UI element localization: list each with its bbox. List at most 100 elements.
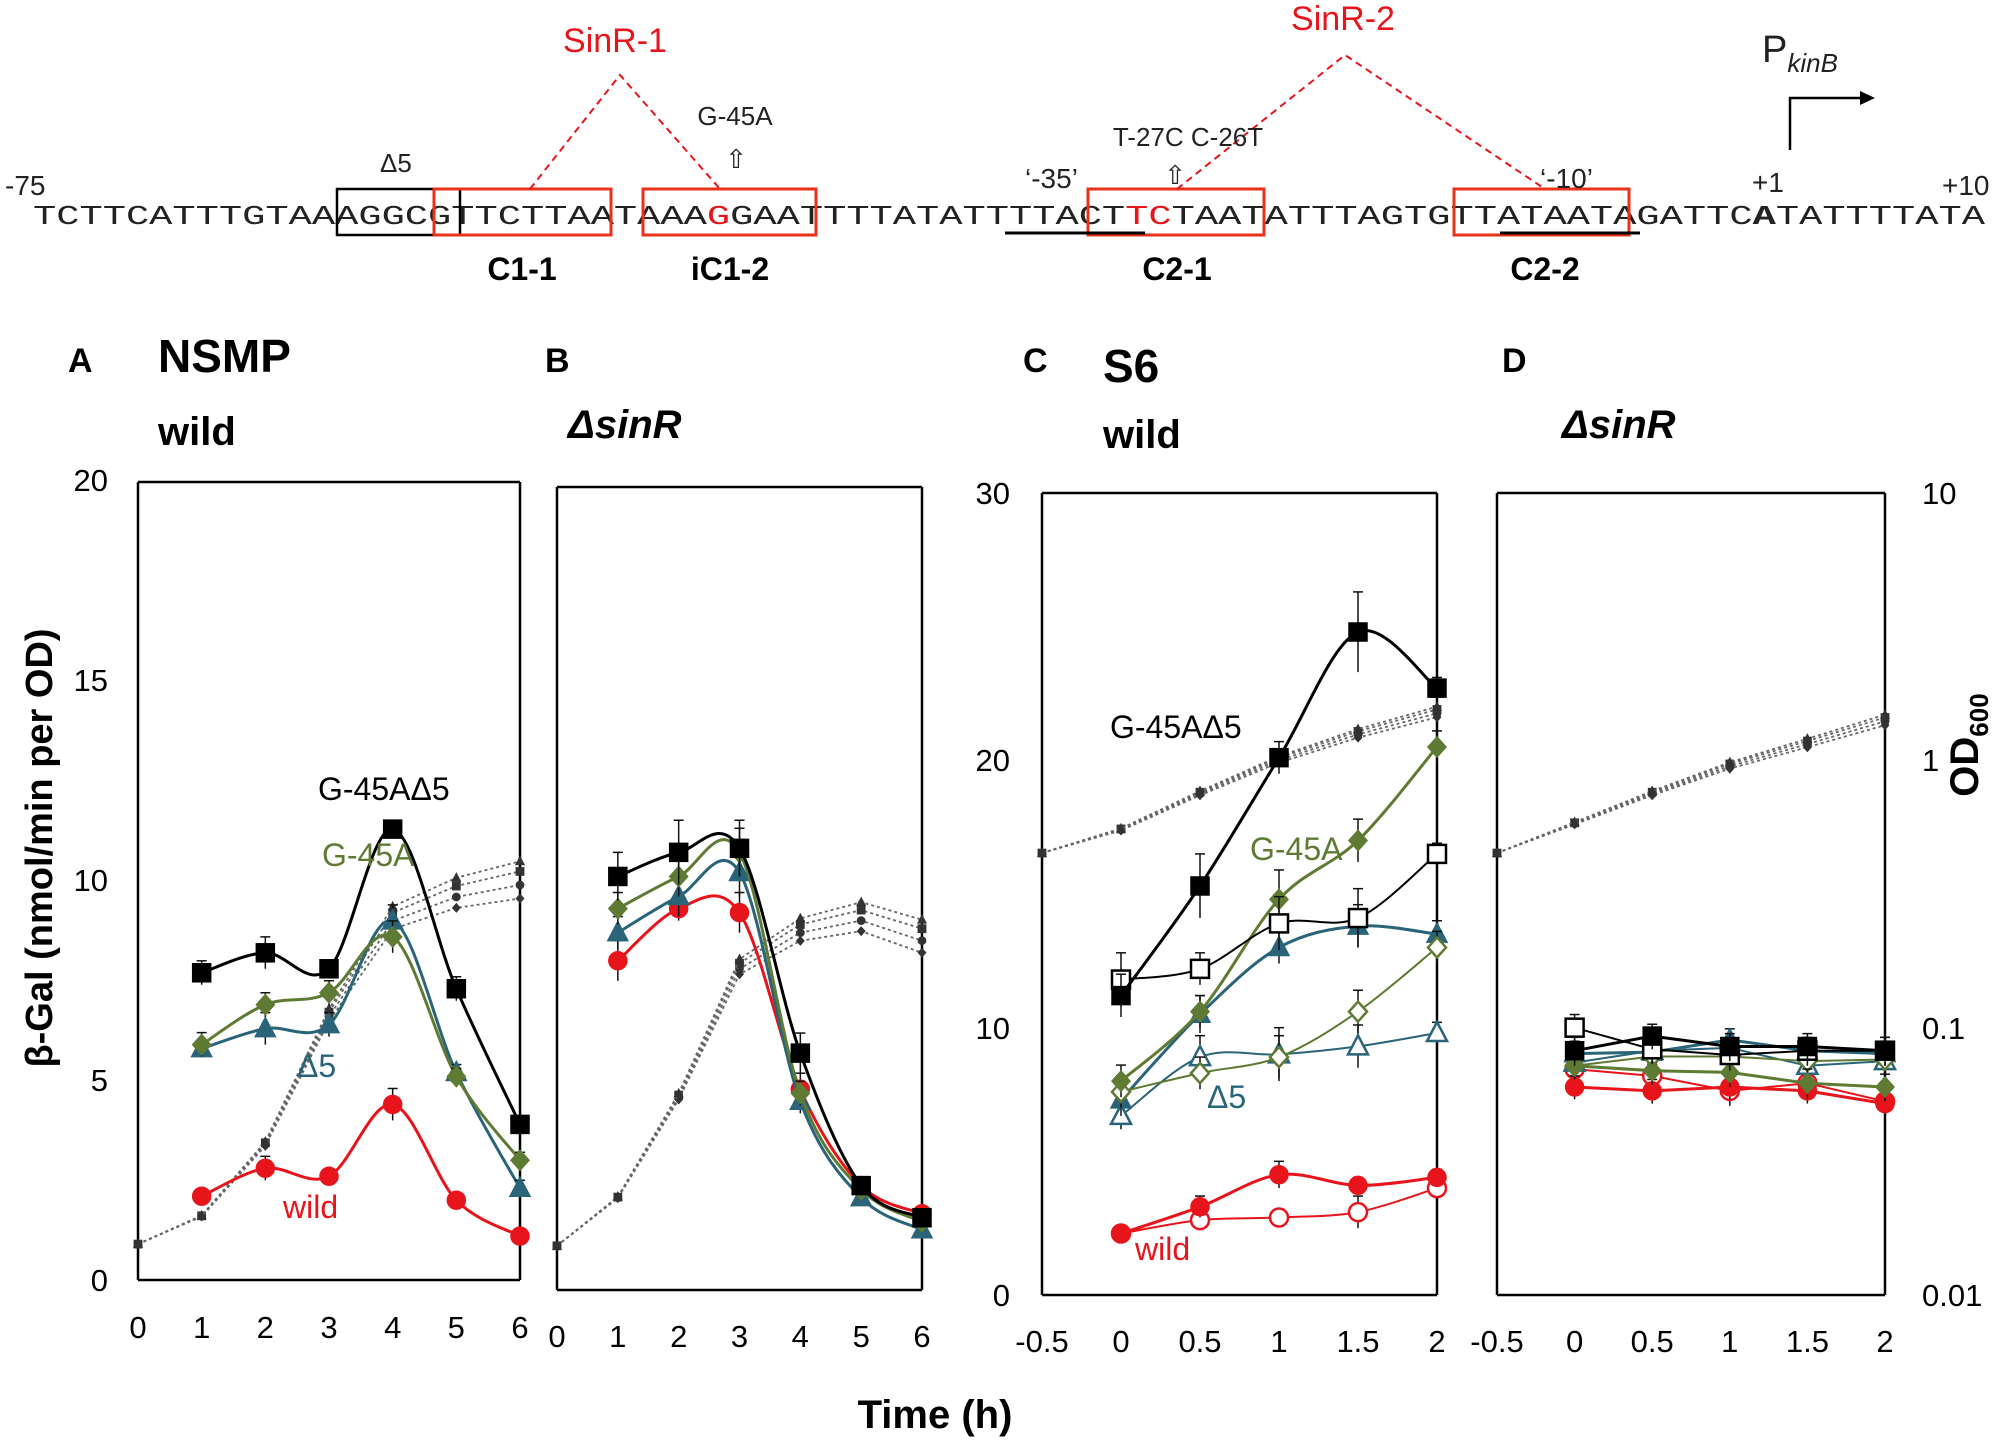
point-A-0-4 xyxy=(446,978,467,999)
xtick-D-4: 1.5 xyxy=(1786,1324,1829,1359)
promoter-arrow-icon xyxy=(1788,96,1862,150)
point-B-2-0 xyxy=(606,920,630,942)
sinr1-connector xyxy=(529,73,721,190)
annot-A-wild: wild xyxy=(282,1189,338,1225)
od-point-D-2-4 xyxy=(1802,742,1812,753)
od-point-A-3-1 xyxy=(196,1209,207,1220)
series-line-B-2 xyxy=(617,858,923,1232)
sinr2-connector xyxy=(1176,53,1546,190)
od-point-A-3-0 xyxy=(132,1238,144,1249)
od-curve-D-0 xyxy=(1496,720,1886,854)
point-A-3-0 xyxy=(191,1186,212,1206)
ytick-C-0: 0 xyxy=(993,1278,1010,1313)
annot-A-d5: Δ5 xyxy=(297,1048,336,1084)
series-line-A-2 xyxy=(201,919,522,1189)
point-A-3-3 xyxy=(382,1094,403,1115)
panel-C-letter: C xyxy=(1023,342,1048,380)
panel-B-title: ΔsinR xyxy=(566,403,682,447)
point-C-3-2 xyxy=(1268,1045,1290,1069)
panel-A-plot xyxy=(132,819,532,1250)
panel-A-frame xyxy=(136,480,522,1282)
box-10-label: ‘-10’ xyxy=(1540,163,1593,194)
sequence-diagram: -75 +10 +1 TCTTCATTTGTAA AGGC G TTCTTAA T AAA… xyxy=(5,0,1990,287)
od-point-A-0-6 xyxy=(515,880,525,890)
panel-B-letter: B xyxy=(545,342,570,380)
panel-B-frame xyxy=(555,485,924,1292)
mut-t27c-label: T-27C C-26T xyxy=(1113,122,1263,152)
mut-g45a-arrow-icon: ⇧ xyxy=(725,144,747,174)
od-point-D-3-0 xyxy=(1491,847,1503,857)
dna-sequence: TCTTCATTTGTAA AGGC G TTCTTAA T AAA G GAA TTTTATA… xyxy=(33,203,1986,233)
od-point-A-1-6 xyxy=(515,867,525,876)
series-line-A-3 xyxy=(201,1102,521,1238)
ytick-C-3: 30 xyxy=(976,476,1010,511)
od-point-B-1-6 xyxy=(917,924,927,934)
site-c2-1-label: C2-1 xyxy=(1142,251,1211,287)
od-point-B-2-3 xyxy=(734,969,745,980)
ytick-D-1: 0.1 xyxy=(1922,1011,1965,1046)
seq-start-label: -75 xyxy=(5,170,45,201)
od-point-B-3-1 xyxy=(612,1191,623,1201)
xtick-A-5: 5 xyxy=(448,1310,465,1345)
point-A-1-4 xyxy=(446,1065,467,1088)
od-curve-D-3 xyxy=(1496,713,1886,854)
od-point-B-2-4 xyxy=(795,935,805,946)
ytick-A-2: 10 xyxy=(74,863,108,898)
point-D-0-1 xyxy=(1642,1026,1662,1046)
od-point-B-0-6 xyxy=(917,936,927,946)
point-B-0-5 xyxy=(912,1207,932,1228)
od-point-B-1-5 xyxy=(856,905,866,915)
panel-D-xticks: -0.5 0 0.5 1 1.5 2 xyxy=(1470,1324,1893,1359)
point-C-3-1 xyxy=(1189,1061,1211,1085)
od-point-B-3-3 xyxy=(734,953,745,964)
x-axis-label: Time (h) xyxy=(858,1393,1013,1437)
point-D-0-0 xyxy=(1564,1040,1585,1061)
od-point-B-3-5 xyxy=(856,896,867,907)
panel-A-yticks: 0 5 10 15 20 xyxy=(74,463,108,1298)
panel-A-title: NSMP xyxy=(158,330,291,382)
xtick-C-2: 0.5 xyxy=(1178,1324,1221,1359)
od-point-D-3-5 xyxy=(1879,709,1891,719)
y-axis-right-label: OD600 xyxy=(1943,693,1994,796)
point-B-0-4 xyxy=(851,1175,871,1196)
od-point-C-3-0 xyxy=(1036,847,1048,857)
panel-D-plot xyxy=(1491,709,1898,1118)
point-C-7-3 xyxy=(1347,1201,1369,1223)
point-A-0-2 xyxy=(319,959,339,979)
mut-g45a-label: G-45A xyxy=(697,101,773,131)
panel-A-xticks: 0 1 2 3 4 5 6 xyxy=(129,1310,528,1345)
od-point-C-3-2 xyxy=(1194,785,1206,795)
point-D-2-3 xyxy=(1797,1072,1818,1095)
site-c1-1-box xyxy=(432,187,613,237)
point-B-3-0 xyxy=(608,951,628,971)
od-point-C-3-4 xyxy=(1352,723,1364,734)
od-point-B-0-4 xyxy=(795,928,805,938)
xtick-B-5: 5 xyxy=(853,1319,870,1354)
xtick-C-4: 1.5 xyxy=(1336,1324,1379,1359)
point-B-0-0 xyxy=(608,866,628,887)
delta5-box xyxy=(335,187,462,237)
od-point-B-2-6 xyxy=(917,947,927,958)
point-C-1-1 xyxy=(1189,958,1211,980)
od-point-D-3-2 xyxy=(1647,785,1658,795)
od-point-C-3-1 xyxy=(1115,822,1127,833)
xtick-D-5: 2 xyxy=(1876,1324,1893,1359)
xtick-C-3: 1 xyxy=(1270,1324,1287,1359)
point-C-5-4 xyxy=(1424,1019,1450,1043)
seq-plus1-label: +1 xyxy=(1752,167,1784,198)
od-point-B-3-2 xyxy=(673,1087,684,1098)
point-A-3-1 xyxy=(255,1158,276,1179)
od-point-C-3-5 xyxy=(1431,701,1443,711)
panel-A-letter: A xyxy=(68,342,93,380)
promoter-label: PkinB xyxy=(1762,29,1838,78)
point-C-0-4 xyxy=(1427,678,1447,698)
site-ic1-2-box xyxy=(641,187,818,237)
od-point-D-2-5 xyxy=(1880,720,1890,731)
annot-A-g45a: G-45A xyxy=(322,837,415,873)
xtick-D-1: 0 xyxy=(1566,1324,1583,1359)
xtick-B-0: 0 xyxy=(548,1319,565,1354)
panel-D-frame xyxy=(1495,491,1887,1297)
xtick-D-3: 1 xyxy=(1721,1324,1738,1359)
series-line-A-0 xyxy=(201,827,522,1126)
